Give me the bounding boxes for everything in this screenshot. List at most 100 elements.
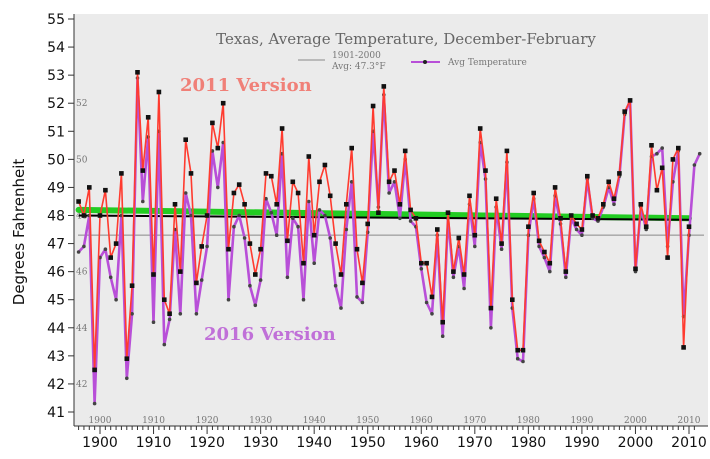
y-tick-label: 54 <box>47 40 65 56</box>
data-point <box>140 168 146 173</box>
x-tick-label: 1900 <box>82 435 118 451</box>
data-point <box>451 269 456 274</box>
data-point <box>285 238 290 244</box>
data-point <box>188 171 194 176</box>
data-point <box>269 173 274 179</box>
data-point <box>156 89 162 95</box>
data-point <box>231 190 237 196</box>
data-point <box>537 244 541 249</box>
inner-x-tick-label: 1990 <box>570 416 593 426</box>
data-point <box>499 241 504 246</box>
data-point <box>349 180 354 184</box>
data-point <box>402 148 408 154</box>
data-point <box>290 179 296 185</box>
x-tick-label: 1920 <box>189 435 225 451</box>
data-point <box>477 126 483 131</box>
inner-y-tick-label: 46 <box>76 268 88 278</box>
data-point <box>124 356 130 361</box>
data-point <box>199 244 204 249</box>
data-point <box>306 154 312 159</box>
data-point <box>183 137 188 142</box>
inner-x-tick-label: 2000 <box>624 416 647 426</box>
data-point <box>205 244 209 249</box>
y-axis-label: Degrees Fahrenheit <box>10 159 28 306</box>
data-point <box>301 260 306 266</box>
data-point <box>643 224 649 229</box>
data-point <box>204 213 210 218</box>
data-point <box>183 191 188 195</box>
y-tick-label: 53 <box>47 68 65 84</box>
data-point <box>440 319 445 325</box>
inner-x-tick-label: 1910 <box>142 416 165 426</box>
inner-x-tick-label: 1960 <box>410 416 433 426</box>
data-point <box>564 275 568 280</box>
data-point <box>81 213 87 218</box>
chart-title: Texas, Average Temperature, December-Feb… <box>216 30 596 48</box>
data-point <box>515 347 520 353</box>
data-point <box>547 260 553 266</box>
inner-x-tick-label: 1930 <box>249 416 272 426</box>
inner-x-tick-label: 1920 <box>196 416 219 426</box>
data-point <box>194 312 199 316</box>
data-point <box>344 202 349 207</box>
data-point <box>386 179 392 185</box>
legend-series-marker <box>423 60 427 64</box>
x-tick-label: 2010 <box>671 435 707 451</box>
data-point <box>247 241 253 246</box>
data-point <box>194 280 199 286</box>
data-point <box>178 312 183 316</box>
data-point <box>263 171 269 176</box>
data-point <box>606 179 611 185</box>
data-point <box>291 216 295 221</box>
data-point <box>473 244 477 249</box>
data-point <box>659 165 665 171</box>
data-point <box>627 98 633 103</box>
data-point <box>558 216 563 221</box>
data-point <box>178 269 183 274</box>
data-point <box>612 202 616 207</box>
data-point <box>76 250 81 254</box>
data-point <box>408 207 413 213</box>
data-point <box>296 224 300 229</box>
data-point <box>242 202 247 207</box>
data-point <box>526 224 531 229</box>
data-point <box>665 255 670 260</box>
label-2016-version: 2016 Version <box>204 324 336 345</box>
data-point <box>344 227 349 232</box>
data-point <box>311 232 317 238</box>
data-point <box>237 213 241 218</box>
data-point <box>579 227 585 232</box>
x-axis: 1900 1910 1920 1930 1940 1950 1960 1970 1980 1990… <box>74 425 708 451</box>
data-point <box>392 168 397 173</box>
data-point <box>312 261 317 266</box>
data-point <box>328 236 333 240</box>
data-point <box>119 171 124 176</box>
y-tick-label: 43 <box>47 349 65 365</box>
data-point <box>226 297 231 302</box>
series-2011 <box>76 70 692 373</box>
data-point <box>493 196 499 201</box>
data-point <box>430 312 434 316</box>
trend-line-2011 <box>75 206 692 222</box>
x-tick-label: 1970 <box>457 435 493 451</box>
y-tick-label: 55 <box>47 12 65 28</box>
inner-y-tick-label: 50 <box>76 155 88 165</box>
data-point <box>398 216 402 221</box>
data-point <box>489 326 493 330</box>
data-point <box>376 210 381 215</box>
y-tick-label: 48 <box>47 209 65 225</box>
y-tick-label: 51 <box>47 124 65 140</box>
data-point <box>692 163 697 167</box>
data-point <box>574 227 579 232</box>
data-point <box>542 255 547 260</box>
data-point <box>103 247 108 251</box>
data-point <box>461 272 467 277</box>
y-tick-label: 41 <box>47 405 65 421</box>
data-point <box>397 202 403 207</box>
data-point <box>413 216 419 221</box>
data-point <box>467 193 472 199</box>
y-tick-label: 50 <box>47 152 65 168</box>
data-point <box>279 126 285 131</box>
data-point <box>162 297 167 302</box>
data-point <box>333 283 338 288</box>
